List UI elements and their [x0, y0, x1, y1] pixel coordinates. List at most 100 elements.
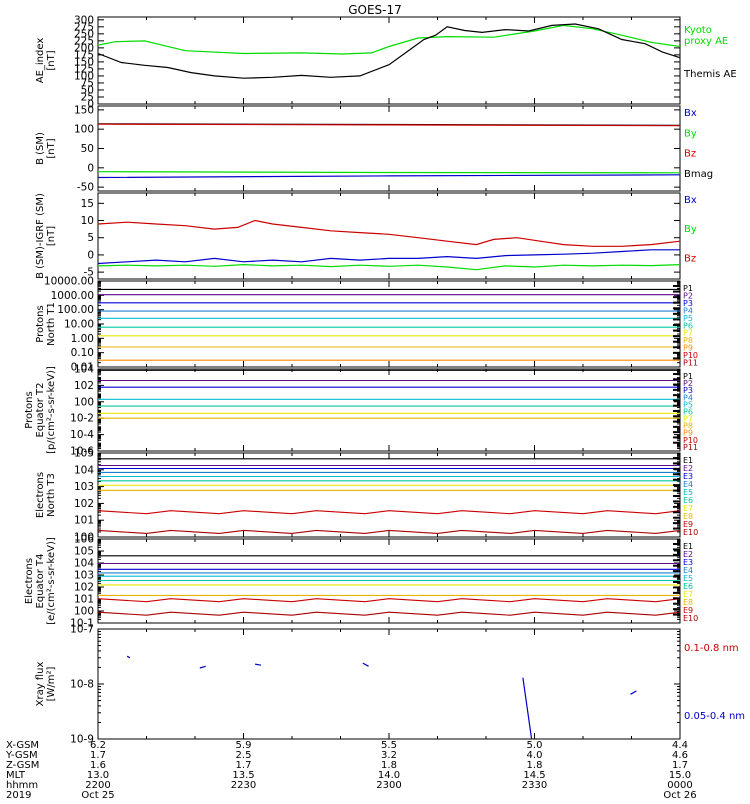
legend-entry: P1 — [683, 284, 693, 293]
ephemeris-value: 1.7 — [90, 750, 106, 761]
edge-marker — [673, 586, 680, 589]
series-line-3 — [97, 174, 681, 179]
y-axis-label: Xray flux[W/m²] — [35, 662, 57, 707]
y-tick-label: 0 — [87, 249, 94, 261]
ephemeris-value: 1.7 — [672, 760, 688, 771]
legend-entry: P4 — [683, 393, 693, 402]
edge-marker — [673, 399, 680, 402]
y-tick-label: 175 — [74, 49, 94, 61]
channel-line-E10 — [97, 611, 681, 616]
y-tick-label: 10 — [81, 215, 94, 227]
edge-marker — [673, 404, 680, 407]
legend-entry: P3 — [683, 386, 693, 395]
y-tick-label: 10.00 — [64, 319, 94, 331]
legend-entry: E7 — [683, 590, 693, 599]
edge-marker — [673, 500, 680, 503]
y-axis-label: ElectronsEquator T4[e/(cm²-s-sr-keV)] — [24, 537, 57, 625]
legend-entry: E4 — [683, 480, 693, 489]
edge-marker — [673, 415, 680, 418]
y-tick-label: 0 — [87, 162, 94, 174]
y-tick-label: 102 — [74, 582, 94, 594]
y-tick-label: 103 — [74, 570, 94, 582]
edge-marker — [673, 351, 680, 354]
y-tick-label: 150 — [74, 104, 94, 116]
edge-marker — [673, 373, 680, 375]
series-line-5 — [630, 690, 637, 695]
legend-entry: E3 — [683, 558, 693, 567]
edge-marker — [673, 484, 680, 487]
legend-entry: P2 — [683, 291, 693, 300]
edge-marker — [673, 335, 680, 338]
y-tick-label: 105 — [74, 448, 94, 460]
legend-entry: By — [684, 128, 697, 139]
y-tick-label: 100 — [74, 124, 94, 136]
series-line-0 — [126, 655, 131, 659]
ephemeris-value: 0000 — [667, 780, 692, 791]
y-tick-label: 50 — [81, 84, 94, 96]
y-tick-label: 100 — [74, 396, 94, 408]
ephemeris-value: 4.4 — [672, 740, 688, 751]
legend-entry: E10 — [683, 614, 698, 623]
edge-marker — [673, 570, 680, 573]
edge-marker — [673, 462, 680, 465]
series-line-1 — [199, 665, 206, 669]
y-tick-label: 10-9 — [70, 734, 94, 746]
edge-marker — [673, 564, 680, 567]
legend-entry: P5 — [683, 314, 693, 323]
ephemeris-value: 14.0 — [378, 770, 400, 781]
y-axis-label: ElectronsNorth T3 — [35, 472, 57, 518]
edge-marker — [673, 296, 680, 299]
y-tick-label: 102 — [74, 380, 94, 392]
legend-entry: P6 — [683, 407, 693, 416]
edge-marker — [673, 441, 680, 444]
y-tick-label: 300 — [74, 14, 94, 26]
ephemeris-value: 5.5 — [381, 740, 397, 751]
edge-marker — [673, 340, 680, 343]
legend-entry: P1 — [683, 372, 693, 381]
ephemeris-value: Oct 25 — [81, 790, 114, 800]
y-axis-label: AE_index[nT] — [35, 38, 57, 84]
edge-marker — [673, 388, 680, 391]
ephemeris-row-label: Z-GSM — [6, 760, 39, 771]
legend-entry: P10 — [683, 351, 698, 360]
series-line-0 — [97, 219, 681, 247]
legend-entry: P3 — [683, 299, 693, 308]
legend-entry: E1 — [683, 456, 693, 465]
series-line-2 — [97, 263, 681, 271]
edge-marker — [673, 489, 680, 492]
legend-entry: E5 — [683, 488, 693, 497]
legend-entry: E2 — [683, 550, 693, 559]
legend-entry: E9 — [683, 606, 693, 615]
legend-entry: E7 — [683, 504, 693, 513]
y-tick-label: 225 — [74, 35, 94, 47]
edge-marker — [673, 473, 680, 476]
y-tick-label: 103 — [74, 481, 94, 493]
series-line-1 — [97, 23, 681, 79]
ephemeris-value: 1.7 — [236, 760, 252, 771]
series-line-2 — [254, 663, 262, 666]
series-line-1 — [97, 123, 681, 127]
legend-entry: E8 — [683, 598, 693, 607]
edge-marker — [673, 329, 680, 332]
legend-entry: E6 — [683, 582, 693, 591]
panel-frame — [97, 16, 681, 105]
edge-marker — [673, 394, 680, 397]
ephemeris-row-label: Y-GSM — [5, 750, 38, 761]
edge-marker — [673, 378, 680, 381]
legend-entry: E3 — [683, 472, 693, 481]
legend-entry: P8 — [683, 336, 693, 345]
series-line-0 — [97, 24, 681, 55]
y-tick-label: 10-1 — [70, 618, 94, 630]
y-tick-label: -50 — [77, 182, 94, 194]
edge-marker — [673, 312, 680, 315]
legend-entry: E10 — [683, 528, 698, 537]
y-tick-label: 150 — [74, 56, 94, 68]
panel-xray: 10-9 10-8 10-7 Xray flux[W/m²] 0.1-0.8 nm 0.0… — [35, 624, 745, 746]
edge-marker — [673, 383, 680, 386]
legend-entry: E8 — [683, 512, 693, 521]
y-tick-label: 275 — [74, 21, 94, 33]
legend-entry: P6 — [683, 321, 693, 330]
plot-title: GOES-17 — [348, 3, 402, 17]
